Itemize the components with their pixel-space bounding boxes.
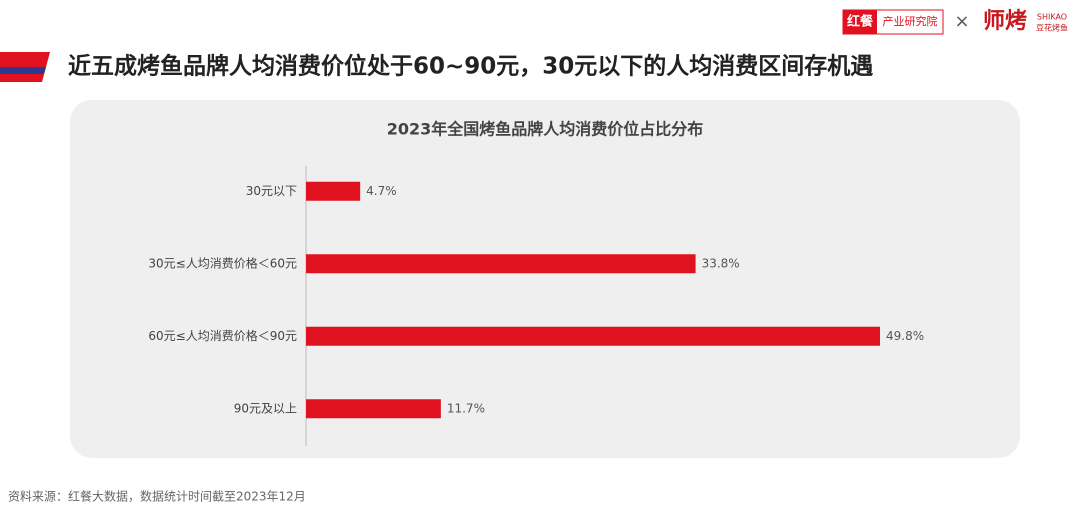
chart-panel — [70, 100, 1020, 458]
category-label: 30元≤人均消费价格＜60元 — [148, 255, 297, 270]
title-bar-stripe — [0, 67, 46, 74]
logo-right-en: SHIKAO — [1037, 13, 1067, 22]
logo-left: 红餐 — [847, 14, 874, 30]
logo-block — [843, 10, 877, 34]
bar — [306, 399, 441, 419]
page-title: 近五成烤鱼品牌人均消费价位处于60~90元，30元以下的人均消费区间存机遇 — [68, 53, 873, 80]
logo-left-sub: 产业研究院 — [883, 14, 938, 28]
bar — [306, 181, 361, 201]
category-label: 60元≤人均消费价格＜90元 — [148, 328, 297, 343]
logo-right: 师烤 — [983, 8, 1027, 34]
value-label: 4.7% — [366, 184, 397, 198]
source-note: 资料来源：红餐大数据，数据统计时间截至2023年12月 — [8, 489, 306, 504]
category-label: 90元及以上 — [234, 401, 297, 415]
value-label: 49.8% — [886, 329, 924, 343]
logo-right-sub: 豆花烤鱼 — [1036, 23, 1068, 33]
bar — [306, 254, 696, 274]
logo-separator: × — [954, 11, 969, 32]
chart-title: 2023年全国烤鱼品牌人均消费价位占比分布 — [387, 120, 704, 139]
category-label: 30元以下 — [246, 184, 297, 198]
value-label: 11.7% — [447, 401, 485, 415]
bar — [306, 326, 880, 346]
value-label: 33.8% — [702, 256, 740, 270]
